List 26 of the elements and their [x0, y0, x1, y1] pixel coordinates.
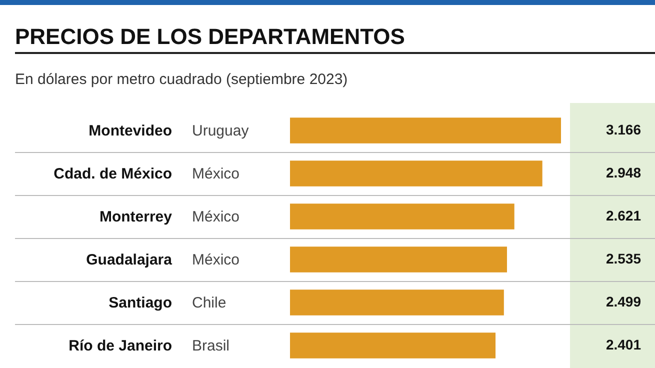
bar: [290, 246, 507, 272]
text: Brasil: [192, 338, 230, 354]
chart-subtitle: En dólares por metro cuadrado (septiembre 2023): [15, 71, 348, 88]
chart-title: PRECIOS DE LOS DEPARTAMENTOS: [15, 24, 405, 49]
data-label: 2.948: [606, 164, 642, 180]
data-label: 2.621: [606, 208, 642, 224]
y-tick-label: Santiago: [108, 294, 172, 312]
text: Chile: [192, 294, 226, 312]
y-tick-label: Monterrey: [99, 208, 173, 226]
bar: [290, 290, 504, 316]
y-tick-label: Montevideo: [88, 122, 172, 140]
data-label: 2.535: [606, 250, 642, 266]
bar: [290, 118, 561, 144]
text: México: [192, 208, 240, 226]
data-label: 2.401: [606, 336, 642, 352]
text: México: [192, 166, 240, 182]
y-tick-label: Cdad. de México: [54, 166, 172, 182]
bar: [290, 160, 542, 186]
text: México: [192, 252, 240, 268]
bar: [290, 332, 496, 358]
y-tick-label: Río de Janeiro: [68, 338, 172, 354]
bar: [290, 204, 514, 230]
text: Uruguay: [192, 122, 250, 140]
y-tick-label: Guadalajara: [86, 252, 173, 268]
data-label: 3.166: [606, 122, 642, 138]
data-label: 2.499: [606, 294, 642, 310]
